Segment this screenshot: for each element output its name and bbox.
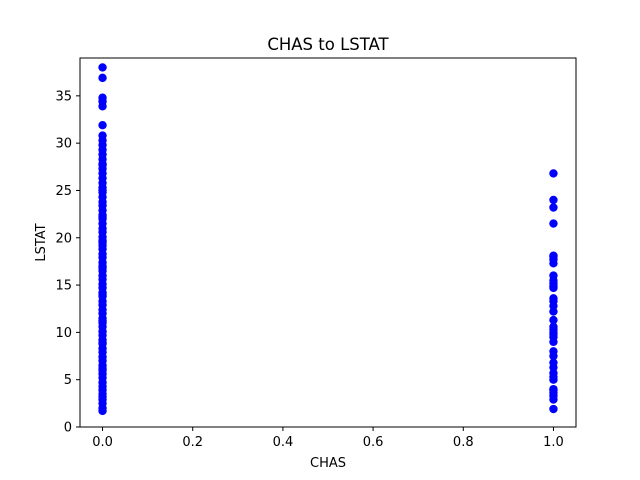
data-point xyxy=(98,238,107,247)
data-point xyxy=(98,186,107,195)
data-point xyxy=(549,219,558,228)
data-point xyxy=(98,120,107,130)
x-tick-label: 0.6 xyxy=(363,435,384,450)
data-point xyxy=(549,252,558,261)
data-point xyxy=(549,294,558,303)
plot-frame xyxy=(79,57,577,428)
x-tick-label: 0.0 xyxy=(92,435,113,450)
data-point xyxy=(549,375,558,384)
y-tick-label: 30 xyxy=(55,137,72,152)
chart-title: CHAS to LSTAT xyxy=(267,35,389,54)
y-tick-label: 0 xyxy=(64,421,72,436)
data-point xyxy=(549,301,558,311)
data-point xyxy=(98,160,107,170)
y-tick-label: 20 xyxy=(55,231,72,246)
y-tick-label: 35 xyxy=(55,89,72,104)
axes-group: 0.0 0.2 0.4 0.6 0.8 1.0 0 5 10 15 20 25 30 35 xyxy=(55,89,563,450)
y-tick-label: 25 xyxy=(55,184,72,199)
data-point xyxy=(98,63,107,72)
x-axis-label: CHAS xyxy=(310,456,346,471)
data-point xyxy=(549,358,558,367)
data-point xyxy=(98,73,107,83)
y-axis-label: LSTAT xyxy=(34,223,49,261)
y-tick-label: 10 xyxy=(55,326,72,341)
data-point xyxy=(549,404,558,414)
data-point xyxy=(98,364,107,373)
data-point xyxy=(98,212,107,222)
data-point xyxy=(98,316,107,326)
data-point xyxy=(549,351,558,361)
data-point xyxy=(98,338,107,347)
y-tick-label: 5 xyxy=(64,373,72,388)
data-point xyxy=(549,385,558,395)
data-point xyxy=(549,203,558,212)
points-group xyxy=(98,63,558,416)
y-tick-label: 15 xyxy=(55,279,72,294)
data-point xyxy=(98,263,107,273)
x-tick-label: 0.4 xyxy=(273,435,294,450)
x-tick-label: 1.0 xyxy=(543,435,564,450)
x-tick-label: 0.8 xyxy=(453,435,474,450)
data-point xyxy=(549,315,558,325)
data-point xyxy=(98,131,107,140)
data-point xyxy=(549,169,558,178)
data-point xyxy=(98,93,107,102)
data-point xyxy=(549,330,558,339)
data-point xyxy=(549,195,558,205)
x-tick-label: 0.2 xyxy=(182,435,203,450)
data-point xyxy=(549,276,558,285)
data-point xyxy=(98,290,107,299)
